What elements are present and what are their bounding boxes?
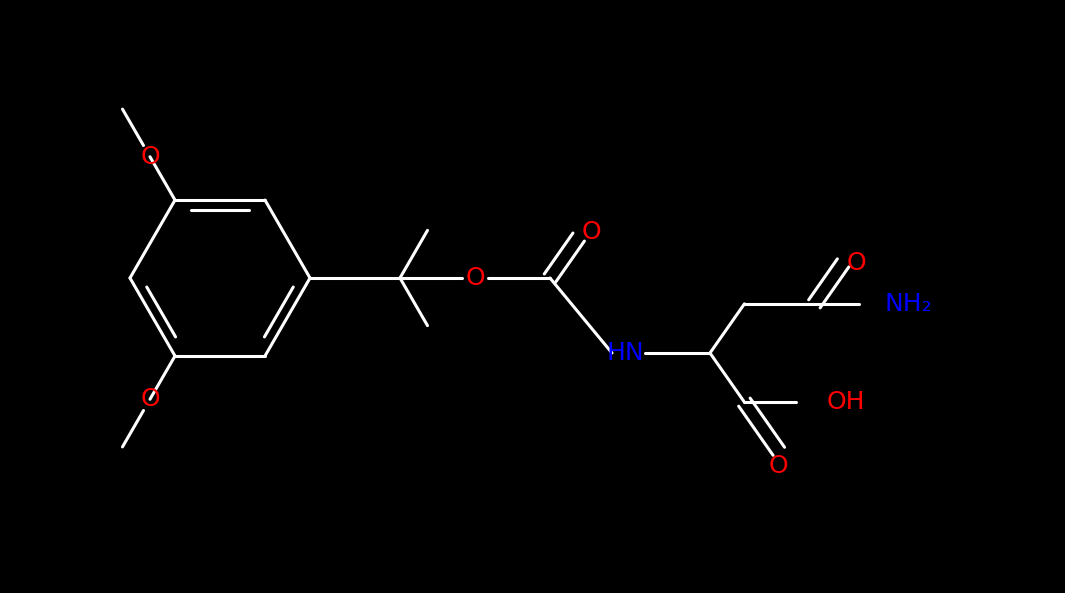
Text: HN: HN [606, 341, 644, 365]
Text: O: O [465, 266, 485, 290]
Text: NH₂: NH₂ [884, 292, 932, 316]
Text: O: O [769, 454, 789, 479]
Text: O: O [141, 145, 160, 169]
Text: O: O [847, 251, 866, 275]
Text: O: O [581, 220, 602, 244]
Text: O: O [141, 387, 160, 411]
Text: OH: OH [826, 390, 865, 414]
